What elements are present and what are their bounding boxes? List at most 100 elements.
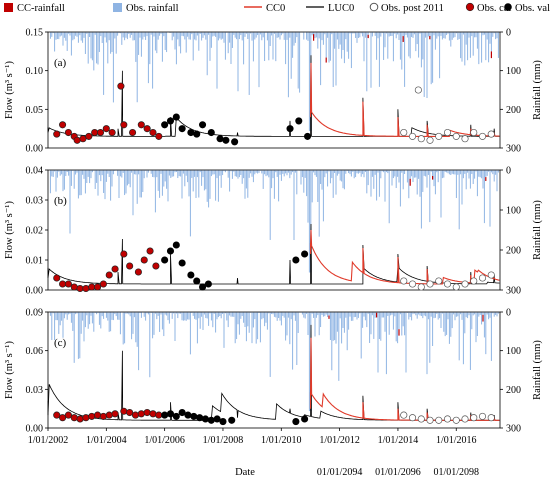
y2-tick-label: 300 xyxy=(506,144,521,155)
y-tick-label: 0.00 xyxy=(26,144,44,155)
obs-val-point xyxy=(199,283,207,291)
obs-post-point xyxy=(452,132,460,140)
panel-2: (b) 0.00 0.01 0.02 0.03 0.04 0 100 200 300 Flow (m… xyxy=(4,166,543,297)
obs-post-point xyxy=(408,132,417,140)
obs-val-point xyxy=(292,418,300,426)
obs-cal-point xyxy=(126,408,134,417)
obs-val-point xyxy=(207,416,215,424)
obs-cal-point xyxy=(59,121,67,129)
obs-cal-point xyxy=(79,135,87,143)
obs-val-point xyxy=(222,136,230,144)
y-tick-label: 0.10 xyxy=(26,66,44,77)
obs-post-point xyxy=(443,415,452,423)
obs-val-point xyxy=(184,411,192,419)
obs-cal-point xyxy=(76,284,84,293)
obs-val-point xyxy=(199,121,207,129)
y2-tick-label: 0 xyxy=(506,308,511,319)
obs-val-point xyxy=(228,416,236,424)
legend-label-cc0: CC0 xyxy=(266,3,285,14)
x-axis: 1/01/2002 1/01/2004 1/01/2006 1/01/2008 1/01… xyxy=(28,428,479,478)
obs-val-point xyxy=(213,415,221,423)
obs-cal-point xyxy=(53,411,61,419)
obs-val-point xyxy=(166,117,175,125)
obs-post-point xyxy=(487,271,495,279)
y-tick-label: 0.00 xyxy=(26,286,44,297)
obs-cal-point xyxy=(82,414,90,422)
obs-cal-point xyxy=(129,128,137,137)
obs-post-point xyxy=(417,135,425,143)
obs-cal-point xyxy=(111,265,119,273)
rainfall-bars xyxy=(48,312,499,412)
y2-tick-label: 200 xyxy=(506,385,521,396)
obs-val-point xyxy=(161,121,169,129)
obs-cal-point xyxy=(59,280,67,288)
obs-val-point xyxy=(295,117,303,125)
obs-val-point xyxy=(196,414,204,422)
obs-post-point xyxy=(470,277,478,285)
obs-cal-point xyxy=(94,283,102,291)
obs-cal-point xyxy=(73,136,81,144)
obs-cal-point xyxy=(108,128,116,137)
panel-3: (c) 0.00 0.03 0.06 0.09 0 100 200 300 Flow (m³ s⁻… xyxy=(4,308,543,435)
obs-post-point xyxy=(487,414,495,422)
obs-post-point xyxy=(452,283,460,291)
y2-tick-label: 200 xyxy=(506,246,521,257)
x-tick-label: 1/01/2016 xyxy=(436,435,477,446)
y2-tick-label: 300 xyxy=(506,424,521,435)
panel-tag: (a) xyxy=(54,57,67,69)
obs-post-point xyxy=(452,416,460,424)
obs-post-point xyxy=(426,280,434,288)
y-tick-label: 0.06 xyxy=(26,346,44,357)
y2-tick-label: 100 xyxy=(506,206,521,217)
obs-val-point xyxy=(193,130,201,138)
obs-cal-point xyxy=(126,262,134,270)
obs-cal-point xyxy=(140,256,148,264)
obs-cal-point xyxy=(120,121,128,129)
y-tick-label: 0.05 xyxy=(26,105,44,116)
obs-post-point xyxy=(461,280,469,288)
obs-cal-point xyxy=(70,283,78,291)
y-tick-label: 0.09 xyxy=(26,308,44,319)
obs-post-point xyxy=(435,277,443,285)
obs-post-point xyxy=(470,128,478,137)
obs-val-point xyxy=(172,113,180,121)
legend-marker-obs-val xyxy=(504,3,512,11)
obs-val-point xyxy=(204,280,212,288)
obs-cal-point xyxy=(105,271,113,279)
plot-frame xyxy=(47,311,501,429)
y-axis-title: Flow (m³ s⁻¹) xyxy=(4,61,15,119)
x-tick-label: 1/01/2010 xyxy=(261,435,302,446)
obs-post-point xyxy=(443,280,452,288)
y-axis-title: Flow (m³ s⁻¹) xyxy=(4,341,15,399)
obs-val-point xyxy=(303,132,312,140)
obs-cal-point xyxy=(137,121,145,129)
legend-label-luc0: LUC0 xyxy=(328,3,354,14)
y-tick-label: 0.03 xyxy=(26,196,44,207)
y-axis-title: Flow (m³ s⁻¹) xyxy=(4,201,15,259)
series-line-luc0 xyxy=(47,55,500,137)
obs-cal-point xyxy=(120,407,128,415)
obs-post-point xyxy=(461,135,469,143)
obs-cal-point xyxy=(64,411,72,419)
obs-val-point xyxy=(166,247,175,255)
obs-post-point xyxy=(478,274,487,282)
obs-post-point xyxy=(408,280,417,288)
obs-cal-point xyxy=(102,125,110,133)
obs-cal-point xyxy=(146,247,154,255)
obs-val-point xyxy=(193,277,201,285)
x-tick-label: 1/01/2002 xyxy=(28,435,69,446)
future-tick-label: 01/01/2096 xyxy=(375,467,421,478)
y2-tick-label: 100 xyxy=(506,346,521,357)
y2-tick-label: 200 xyxy=(506,105,521,116)
obs-cal-point xyxy=(91,128,99,137)
obs-cal-point xyxy=(111,410,119,418)
obs-val-point xyxy=(301,415,309,423)
obs-post-point xyxy=(400,277,408,285)
y2-tick-label: 100 xyxy=(506,66,521,77)
series-line-luc0 xyxy=(47,324,500,421)
obs-cal-point xyxy=(53,274,61,282)
obs-val-point xyxy=(172,241,180,249)
obs-val-point xyxy=(292,256,300,264)
obs-post-point xyxy=(443,128,452,137)
